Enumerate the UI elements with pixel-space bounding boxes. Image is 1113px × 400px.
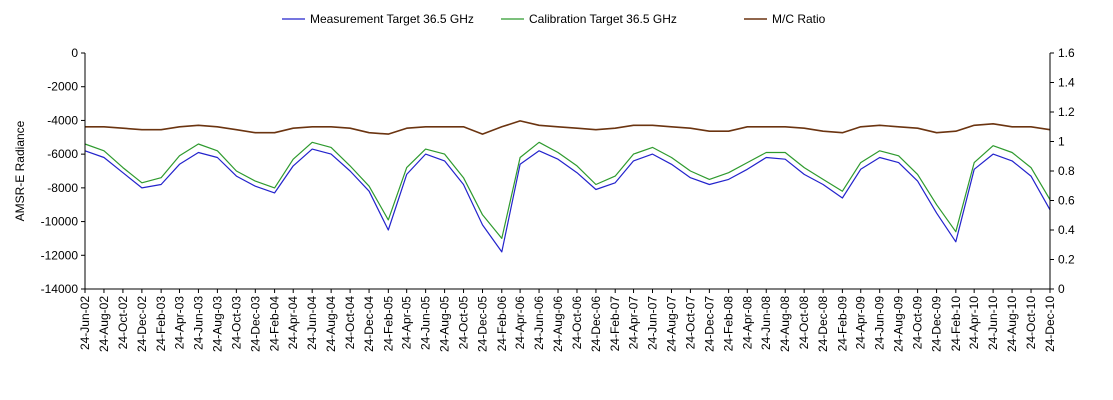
x-tick-label: 24-Apr-03: [172, 296, 186, 350]
x-tick-label: 24-Feb-05: [381, 296, 395, 352]
legend-label-measurement: Measurement Target 36.5 GHz: [310, 12, 474, 26]
x-tick-label: 24-Aug-03: [210, 296, 224, 352]
x-tick-label: 24-Jun-03: [191, 296, 205, 350]
y2-tick-label: 0.8: [1058, 164, 1075, 178]
x-tick-label: 24-Feb-04: [268, 296, 282, 352]
x-tick-label: 24-Feb-09: [835, 296, 849, 352]
series-line-ratio: [85, 120, 1051, 135]
x-tick-label: 24-Dec-08: [816, 296, 830, 352]
y2-axis: 1.6 1.4 1.2 1 0.8 0.6 0.4 0.2 0: [1050, 46, 1075, 296]
x-tick-label: 24-Feb-07: [608, 296, 622, 352]
x-tick-label: 24-Aug-02: [97, 296, 111, 352]
legend-label-calibration: Calibration Target 36.5 GHz: [529, 12, 677, 26]
x-tick-label: 24-Jun-10: [986, 296, 1000, 350]
x-tick-label: 24-Aug-04: [324, 296, 338, 352]
y-axis-title: AMSR-E Radiance: [13, 120, 27, 221]
x-tick-label: 24-Aug-06: [551, 296, 565, 352]
x-tick-label: 24-Jun-04: [305, 296, 319, 350]
x-tick-label: 24-Aug-07: [664, 296, 678, 352]
y-tick-label: -6000: [47, 147, 78, 161]
x-tick-label: 24-Oct-10: [1024, 296, 1038, 350]
x-tick-label: 24-Dec-10: [1043, 296, 1057, 352]
x-tick-label: 24-Jun-07: [646, 296, 660, 350]
x-axis: 24-Jun-02 24-Aug-02 24-Oct-02 24-Dec-02 24-F…: [78, 289, 1057, 352]
x-tick-label: 24-Apr-04: [286, 296, 300, 350]
x-tick-label: 24-Aug-09: [892, 296, 906, 352]
x-tick-label: 24-Jun-05: [419, 296, 433, 350]
x-tick-label: 24-Dec-02: [135, 296, 149, 352]
x-tick-label: 24-Apr-10: [967, 296, 981, 350]
x-tick-label: 24-Aug-10: [1005, 296, 1019, 352]
y2-tick-label: 0.6: [1058, 194, 1075, 208]
x-tick-label: 24-Feb-10: [949, 296, 963, 352]
x-tick-label: 24-Dec-04: [362, 296, 376, 352]
y-tick-label: -4000: [47, 113, 78, 127]
legend: Measurement Target 36.5 GHz Calibration …: [282, 12, 826, 26]
x-tick-label: 24-Oct-02: [116, 296, 130, 350]
x-tick-label: 24-Apr-07: [627, 296, 641, 350]
series-line-calibration: [84, 141, 1051, 239]
x-tick-label: 24-Feb-08: [722, 296, 736, 352]
plot-area: [84, 120, 1051, 253]
x-tick-label: 24-Jun-08: [759, 296, 773, 350]
y-tick-label: 0: [71, 46, 78, 60]
y2-tick-label: 1.6: [1058, 46, 1075, 60]
y2-tick-label: 0.2: [1058, 253, 1075, 267]
y2-tick-label: 0.4: [1058, 223, 1075, 237]
x-tick-label: 24-Oct-04: [343, 296, 357, 350]
y2-tick-label: 1.4: [1058, 76, 1075, 90]
x-tick-label: 24-Jun-09: [873, 296, 887, 350]
x-tick-label: 24-Dec-05: [475, 296, 489, 352]
y-tick-label: -14000: [41, 282, 79, 296]
y-tick-label: -8000: [47, 181, 78, 195]
x-tick-label: 24-Aug-08: [778, 296, 792, 352]
y-tick-label: -10000: [41, 215, 79, 229]
series-line-measurement: [84, 148, 1051, 253]
x-tick-label: 24-Jun-02: [78, 296, 92, 350]
x-tick-label: 24-Apr-08: [740, 296, 754, 350]
x-tick-label: 24-Oct-09: [911, 296, 925, 350]
x-tick-label: 24-Feb-06: [495, 296, 509, 352]
y-tick-label: -2000: [47, 80, 78, 94]
x-tick-label: 24-Oct-03: [229, 296, 243, 350]
x-tick-label: 24-Oct-07: [683, 296, 697, 350]
y2-tick-label: 1.2: [1058, 105, 1075, 119]
x-tick-label: 24-Apr-06: [513, 296, 527, 350]
x-tick-label: 24-Dec-09: [930, 296, 944, 352]
x-tick-label: 24-Oct-05: [457, 296, 471, 350]
y-axis: 0 -2000 -4000 -6000 -8000 -10000 -12000 -14000: [41, 46, 85, 296]
y2-tick-label: 1: [1058, 135, 1065, 149]
x-tick-label: 24-Apr-09: [854, 296, 868, 350]
x-tick-label: 24-Jun-06: [532, 296, 546, 350]
x-tick-label: 24-Dec-06: [589, 296, 603, 352]
x-tick-label: 24-Feb-03: [154, 296, 168, 352]
x-tick-label: 24-Aug-05: [438, 296, 452, 352]
x-tick-label: 24-Oct-08: [797, 296, 811, 350]
x-tick-label: 24-Dec-07: [702, 296, 716, 352]
y2-tick-label: 0: [1058, 282, 1065, 296]
legend-label-ratio: M/C Ratio: [772, 12, 826, 26]
x-tick-label: 24-Oct-06: [570, 296, 584, 350]
x-tick-label: 24-Dec-03: [248, 296, 262, 352]
x-tick-label: 24-Apr-05: [400, 296, 414, 350]
y-tick-label: -12000: [41, 248, 79, 262]
